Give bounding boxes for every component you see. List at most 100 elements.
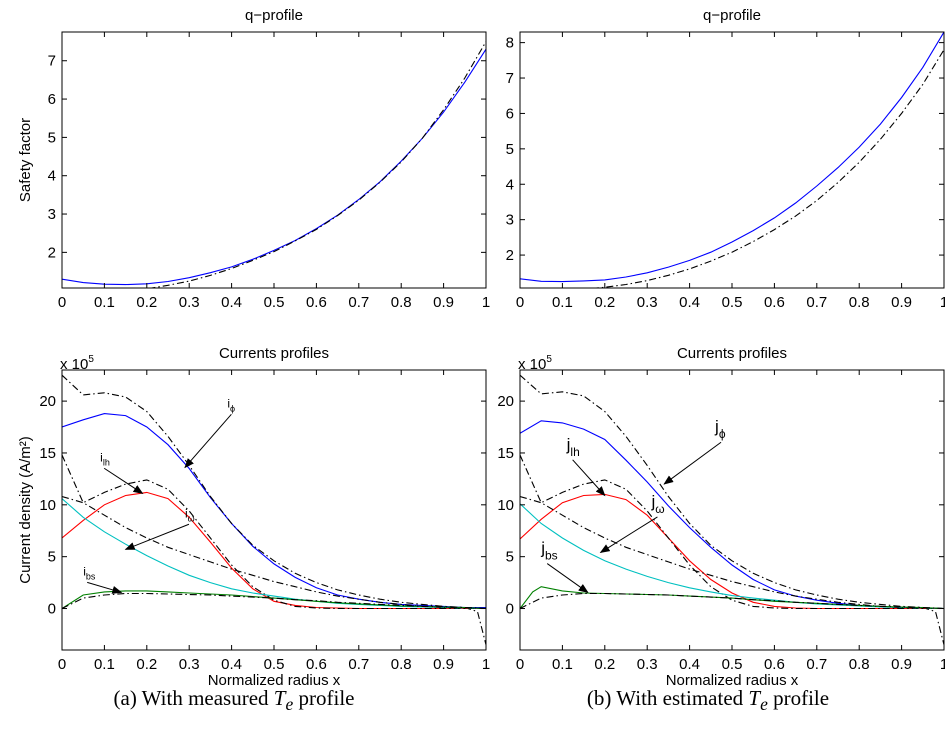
series-line-7 bbox=[62, 590, 486, 610]
annotation-arrow bbox=[184, 414, 232, 469]
caption-b-sub: e bbox=[760, 694, 768, 715]
x-tick-label: 0 bbox=[58, 294, 66, 311]
y-tick-label: 8 bbox=[506, 35, 514, 52]
series-annotation: iω bbox=[185, 506, 195, 523]
chart-panel-3: 0 0.1 0.2 0.3 0.4 0.5 0.6 0.7 0.8 0.9 105101520Cur… bbox=[17, 345, 490, 689]
x-tick-label: 0.6 bbox=[764, 656, 785, 673]
annotation-arrow bbox=[572, 459, 606, 497]
y-axis-label: Safety factor bbox=[17, 118, 34, 202]
y-tick-label: 6 bbox=[48, 91, 56, 108]
series-annotation: jlh bbox=[566, 435, 580, 459]
y-tick-label: 20 bbox=[497, 393, 514, 410]
x-tick-label: 0.4 bbox=[679, 294, 700, 311]
y-tick-label: 3 bbox=[506, 212, 514, 229]
y-tick-label: 5 bbox=[48, 549, 56, 566]
x-tick-label: 0.3 bbox=[637, 294, 658, 311]
chart-title: q−profile bbox=[245, 7, 303, 24]
x-tick-label: 0.5 bbox=[722, 656, 743, 673]
x-tick-label: 0.4 bbox=[221, 656, 242, 673]
series-line-1 bbox=[62, 413, 486, 609]
y-tick-label: 15 bbox=[497, 445, 514, 462]
x-tick-label: 0.3 bbox=[179, 656, 200, 673]
series-group bbox=[520, 374, 944, 645]
chart-panel-2: 0 0.1 0.2 0.3 0.4 0.5 0.6 0.7 0.8 0.9 1 2 3 4 5 6 7 8 q−pr… bbox=[506, 7, 945, 311]
series-line-1 bbox=[520, 420, 944, 610]
x-tick-label: 1 bbox=[940, 656, 945, 673]
x-tick-label: 0.2 bbox=[594, 294, 615, 311]
x-tick-label: 0.6 bbox=[764, 294, 785, 311]
x-tick-label: 0.9 bbox=[433, 656, 454, 673]
x-tick-label: 0.3 bbox=[637, 656, 658, 673]
x-tick-label: 0.9 bbox=[891, 294, 912, 311]
caption-a-var: T bbox=[273, 686, 286, 710]
x-tick-label: 0.5 bbox=[264, 656, 285, 673]
y-tick-label: 6 bbox=[506, 105, 514, 122]
series-group bbox=[520, 32, 944, 288]
caption-a-sub: e bbox=[285, 694, 294, 715]
x-tick-label: 0.8 bbox=[391, 656, 412, 673]
x-tick-label: 1 bbox=[482, 656, 490, 673]
x-tick-label: 0.4 bbox=[679, 656, 700, 673]
annotation-arrow bbox=[663, 441, 722, 485]
x-tick-label: 1 bbox=[940, 294, 945, 311]
series-group bbox=[62, 41, 486, 288]
y-tick-label: 4 bbox=[48, 168, 56, 185]
series-line-4 bbox=[62, 454, 486, 610]
x-tick-label: 0 bbox=[58, 656, 66, 673]
series-line-1 bbox=[62, 48, 486, 286]
series-line-8 bbox=[62, 592, 486, 610]
x-tick-label: 0.8 bbox=[849, 294, 870, 311]
annotation-arrow bbox=[124, 523, 190, 550]
y-tick-label: 20 bbox=[39, 393, 56, 410]
series-annotation: jω bbox=[650, 492, 664, 516]
x-tick-label: 0.3 bbox=[179, 294, 200, 311]
x-tick-label: 0.5 bbox=[722, 294, 743, 311]
x-tick-label: 0.7 bbox=[806, 294, 827, 311]
x-tick-label: 0.5 bbox=[264, 294, 285, 311]
chart-title: Currents profiles bbox=[219, 345, 329, 362]
y-axis-multiplier: x 105 bbox=[60, 354, 94, 373]
y-tick-label: 2 bbox=[506, 247, 514, 264]
series-line-5 bbox=[62, 498, 486, 610]
series-line-8 bbox=[520, 592, 944, 610]
x-tick-label: 0 bbox=[516, 294, 524, 311]
x-axis-label: Normalized radius x bbox=[208, 672, 341, 689]
axes-frame bbox=[519, 31, 945, 289]
series-annotation: ilh bbox=[100, 450, 110, 467]
y-tick-label: 4 bbox=[506, 176, 514, 193]
chart-title: q−profile bbox=[703, 7, 761, 24]
caption-a-prefix: (a) With measured bbox=[113, 686, 274, 710]
x-tick-label: 1 bbox=[482, 294, 490, 311]
y-tick-label: 0 bbox=[48, 601, 56, 618]
caption-b: (b) With estimated Te profile bbox=[478, 686, 938, 715]
x-tick-label: 0.2 bbox=[136, 294, 157, 311]
y-tick-label: 2 bbox=[48, 244, 56, 261]
axes-frame bbox=[61, 31, 487, 289]
series-line-6 bbox=[62, 495, 486, 610]
caption-a: (a) With measured Te profile bbox=[4, 686, 464, 715]
series-line-4 bbox=[520, 454, 944, 610]
x-tick-label: 0.8 bbox=[849, 656, 870, 673]
caption-a-suffix: profile bbox=[293, 686, 355, 710]
y-tick-label: 0 bbox=[506, 601, 514, 618]
chart-panel-1: 0 0.1 0.2 0.3 0.4 0.5 0.6 0.7 0.8 0.9 1 2 3 4 5 6 7 q−pro… bbox=[17, 7, 490, 311]
y-axis-label: Current density (A/m²) bbox=[17, 436, 34, 584]
x-tick-label: 0 bbox=[516, 656, 524, 673]
x-tick-label: 0.8 bbox=[391, 294, 412, 311]
x-tick-label: 0.7 bbox=[348, 294, 369, 311]
annotation-arrow bbox=[599, 516, 658, 554]
x-tick-label: 0.2 bbox=[136, 656, 157, 673]
caption-b-var: T bbox=[748, 686, 761, 710]
y-tick-label: 5 bbox=[48, 129, 56, 146]
series-line-2 bbox=[62, 374, 486, 645]
chart-panel-4: 0 0.1 0.2 0.3 0.4 0.5 0.6 0.7 0.8 0.9 105101520Cur… bbox=[497, 345, 945, 689]
series-annotation: jbs bbox=[540, 539, 557, 563]
y-tick-label: 15 bbox=[39, 445, 56, 462]
y-axis-multiplier: x 105 bbox=[518, 354, 552, 373]
x-tick-label: 0.1 bbox=[94, 294, 115, 311]
series-line-1 bbox=[520, 32, 944, 283]
series-line-2 bbox=[590, 49, 944, 288]
y-tick-label: 10 bbox=[39, 497, 56, 514]
series-line-2 bbox=[148, 41, 486, 288]
